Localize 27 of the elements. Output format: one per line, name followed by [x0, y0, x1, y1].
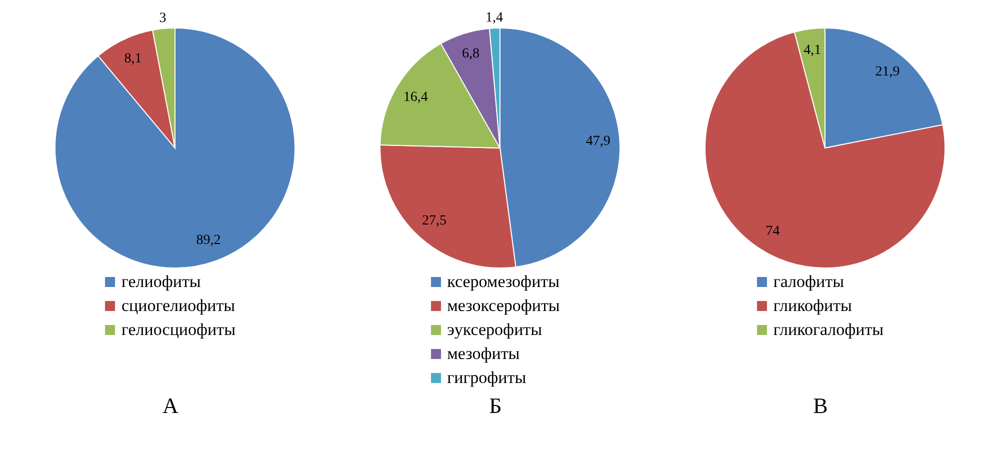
- data-label: 47,9: [586, 134, 610, 150]
- legend-label: галофиты: [773, 271, 844, 293]
- pie-slice: [704, 31, 946, 268]
- legend-label: эуксерофиты: [447, 319, 542, 341]
- data-label: 4,1: [804, 42, 822, 58]
- data-label: 74: [766, 224, 780, 239]
- text: Б: [489, 393, 502, 419]
- legend-label: мезофиты: [447, 343, 520, 365]
- legend-label: гигрофиты: [447, 367, 526, 389]
- data-label: 21,9: [875, 64, 900, 80]
- data-label: 27,5: [422, 214, 446, 229]
- data-label: 16,4: [403, 90, 428, 105]
- legend-label: сциогелиофиты: [121, 295, 236, 317]
- data-label: 6,8: [462, 46, 480, 62]
- text: В: [813, 393, 828, 419]
- legend-label: гликофиты: [773, 295, 852, 317]
- legend-label: гелиофиты: [121, 271, 201, 293]
- legend-label: гелиосциофиты: [121, 319, 236, 341]
- text: А: [162, 393, 178, 419]
- data-label: 89,2: [196, 233, 221, 248]
- legend-label: гликогалофиты: [773, 319, 884, 341]
- data-label: 8,1: [124, 52, 142, 67]
- legend-label: ксеромезофиты: [447, 271, 560, 293]
- pie-slice: [54, 28, 296, 268]
- data-label: 1,4: [486, 10, 504, 26]
- legend-label: мезоксерофиты: [447, 295, 560, 317]
- data-label: 3: [159, 11, 166, 26]
